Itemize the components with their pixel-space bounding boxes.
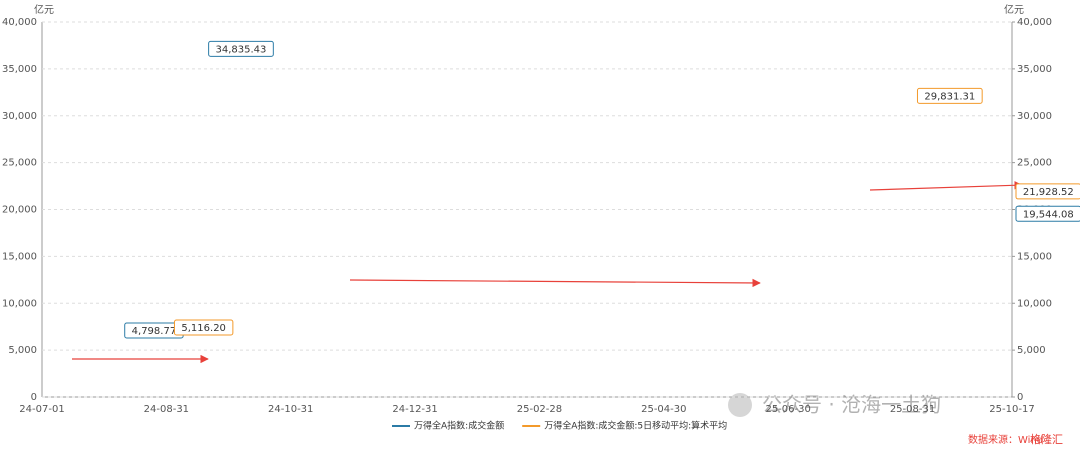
y-tick-label: 35,000: [2, 64, 37, 75]
y-tick-label: 5,000: [8, 345, 37, 356]
y2-tick-label: 15,000: [1017, 251, 1052, 262]
y-tick-label: 25,000: [2, 158, 37, 169]
value-label: 21,928.52: [1023, 187, 1074, 198]
value-label: 19,544.08: [1023, 209, 1074, 220]
value-label: 4,798.77: [132, 326, 177, 337]
x-tick-label: 25-08-31: [890, 404, 935, 415]
value-label: 29,831.31: [924, 91, 975, 102]
legend-label: 万得全A指数:成交金额: [414, 420, 504, 432]
y-tick-label: 0: [31, 392, 37, 403]
y2-tick-label: 35,000: [1017, 64, 1052, 75]
y2-tick-label: 40,000: [1017, 17, 1052, 28]
y-tick-label: 20,000: [2, 205, 37, 216]
y-tick-label: 40,000: [2, 17, 37, 28]
y-axis-label: 亿元: [34, 3, 54, 16]
value-label: 34,835.43: [216, 44, 267, 55]
y-tick-label: 10,000: [2, 298, 37, 309]
source: 数据来源：Wind: [968, 433, 1043, 446]
value-label-box: [173, 319, 234, 336]
y2-tick-label: 0: [1017, 392, 1023, 403]
y2-tick-label: 25,000: [1017, 158, 1052, 169]
value-label-box: [916, 87, 983, 104]
brand: 格隆汇: [1030, 432, 1063, 446]
x-tick-label: 25-04-30: [641, 404, 686, 415]
value-label-box: [1015, 183, 1080, 200]
x-tick-label: 25-02-28: [517, 404, 562, 415]
y-tick-label: 15,000: [2, 251, 37, 262]
value-label-box: [208, 40, 274, 57]
x-tick-label: 25-10-17: [989, 404, 1034, 415]
watermark: 公众号 · 沧海一土狗: [762, 393, 941, 417]
x-tick-label: 24-07-01: [19, 404, 64, 415]
trend-arrow: [349, 278, 761, 288]
x-tick-label: 24-08-31: [144, 404, 189, 415]
trend-arrow: [869, 181, 1023, 191]
y2-tick-label: 5,000: [1017, 345, 1046, 356]
legend-label: 万得全A指数:成交金额:5日移动平均:算术平均: [544, 420, 727, 432]
y2-tick-label: 10,000: [1017, 298, 1052, 309]
value-label: 5,116.20: [181, 323, 226, 334]
watermark-icon: [728, 393, 752, 417]
value-label-box: [1015, 205, 1080, 222]
y2-tick-label: 30,000: [1017, 111, 1052, 122]
y-tick-label: 30,000: [2, 111, 37, 122]
x-tick-label: 24-10-31: [268, 404, 313, 415]
y2-axis-label: 亿元: [1004, 3, 1024, 16]
x-tick-label: 25-06-30: [765, 404, 810, 415]
x-tick-label: 24-12-31: [392, 404, 437, 415]
